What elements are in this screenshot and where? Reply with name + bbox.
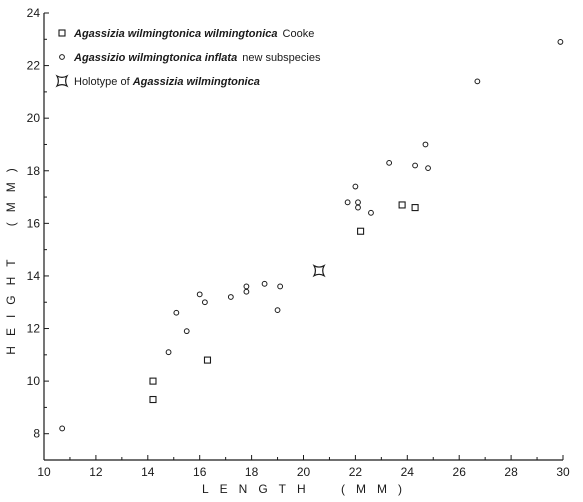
circle-data-point [243,283,250,290]
circle-data-point [165,349,172,356]
square-data-point [357,227,365,235]
legend: Agassizia wilmingtonica wilmingtonica Coo… [55,28,321,88]
legend-entry-2: Agassizio wilmingtonica inflata new subsp… [73,52,321,64]
y-tick-label: 14 [27,269,41,283]
legend-entry-3: Holotype of Agassizia wilmingtonica [74,76,260,88]
y-tick-label: 18 [27,164,41,178]
circle-data-point [557,39,564,45]
legend-holotype-marker [55,74,69,88]
circle-data-point [344,199,351,206]
circle-data-point [422,141,429,148]
circle-data-point [196,291,203,298]
square-data-point [203,356,212,364]
circle-data-point [173,309,180,316]
circle-data-point [386,159,393,166]
y-axis-title: HEIGHT (MM) [4,158,18,354]
legend-entry-1: Agassizia wilmingtonica wilmingtonica Coo… [73,28,314,40]
x-tick-label: 30 [556,465,570,479]
square-data-point [411,204,419,212]
y-tick-label: 24 [27,6,41,20]
legend-circle-marker [59,54,65,60]
x-tick-label: 24 [401,465,415,479]
circle-data-point [183,328,190,335]
y-tick-label: 16 [27,216,41,230]
y-tick-label: 8 [33,427,40,441]
ticks-layer: 10 12 14 16 18 20 22 24 26 28 30 8 10 12 14 16 18 20 22 24 [27,6,570,479]
circle-data-point [352,183,359,190]
circle-data-point [261,280,268,287]
circle-data-point [274,307,281,314]
x-tick-label: 20 [297,465,311,479]
circle-data-point [201,299,208,306]
holotype-data-point [312,264,326,278]
circle-data-point [355,199,361,206]
circle-data-point [355,204,361,211]
square-data-point [149,395,157,404]
x-tick-label: 18 [245,465,259,479]
y-tick-label: 20 [27,111,41,125]
axis-titles: LENGTH (MM) HEIGHT (MM) [4,158,413,496]
circle-data-point [59,425,66,432]
x-tick-label: 26 [453,465,467,479]
circle-data-point [243,288,250,295]
legend-plain-text: Cooke [283,28,315,40]
legend-plain-text: Holotype of [74,76,133,88]
y-tick-label: 22 [27,59,41,73]
legend-italic-text: Agassizia wilmingtonica [132,76,260,88]
circle-data-point [277,283,284,290]
x-tick-label: 28 [504,465,518,479]
y-tick-label: 10 [27,374,41,388]
legend-square-marker [58,29,66,37]
x-tick-label: 22 [349,465,363,479]
y-tick-label: 12 [27,322,41,336]
legend-italic-text: Agassizia wilmingtonica wilmingtonica [73,28,278,40]
circle-data-point [425,165,431,172]
circle-data-point [474,78,481,85]
legend-plain-text: new subspecies [242,52,321,64]
x-tick-label: 14 [141,465,155,479]
square-data-point [149,377,157,385]
circle-data-point [368,209,374,216]
circle-data-point [412,162,418,169]
legend-italic-text: Agassizio wilmingtonica inflata [73,52,237,64]
circle-data-point [227,294,234,300]
data-points [59,39,564,432]
square-data-point [398,201,406,209]
x-tick-label: 16 [193,465,207,479]
x-tick-label: 10 [37,465,51,479]
x-axis-title: LENGTH (MM) [202,482,413,496]
x-tick-label: 12 [89,465,103,479]
